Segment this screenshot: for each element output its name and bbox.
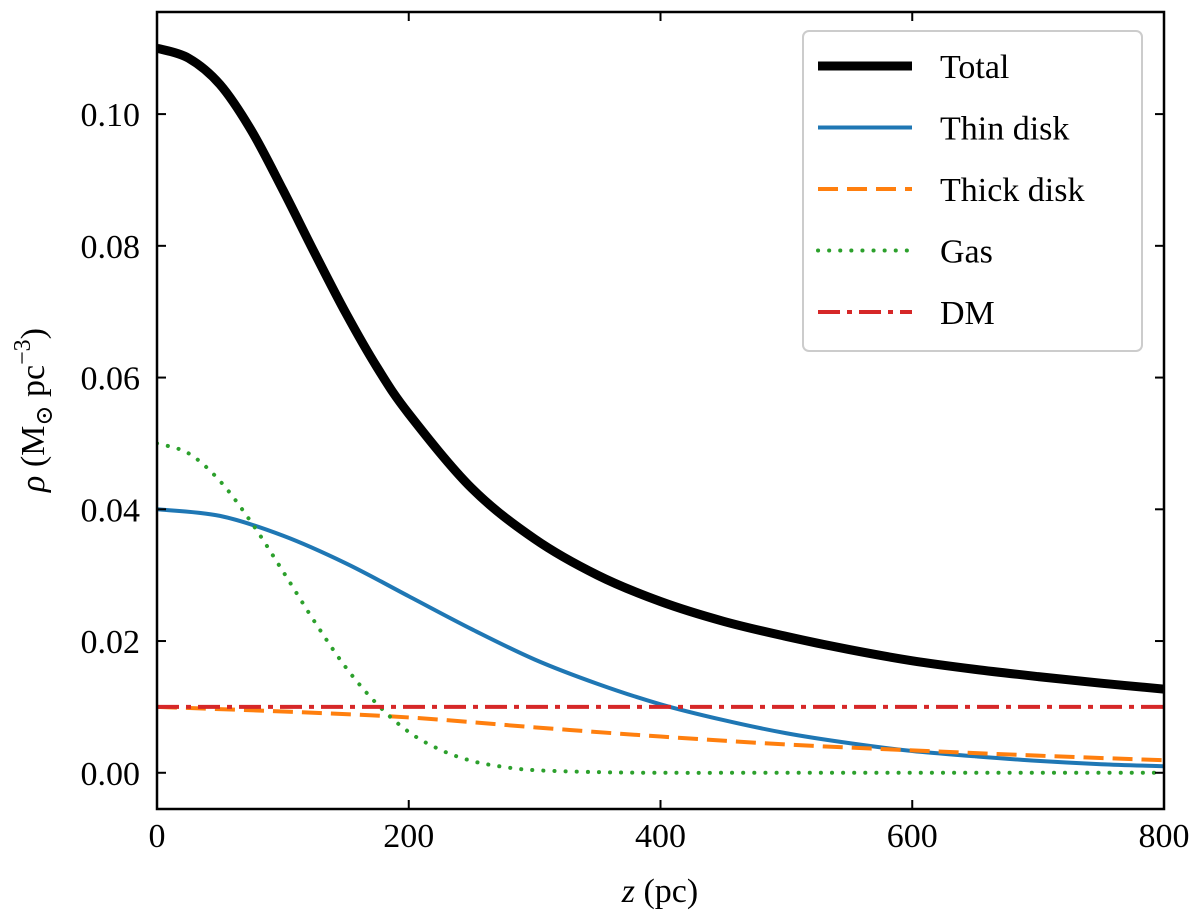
x-axis-label: z (pc) bbox=[621, 873, 698, 910]
legend-label-gas: Gas bbox=[940, 234, 993, 271]
y-tick-label: 0.06 bbox=[81, 361, 141, 398]
x-tick-label: 0 bbox=[149, 818, 166, 855]
series-line-thin-disk bbox=[157, 507, 1164, 769]
legend-box bbox=[802, 30, 1143, 352]
x-tick-label: 400 bbox=[635, 818, 686, 855]
legend-label-thin-disk: Thin disk bbox=[940, 111, 1069, 148]
y-tick-label: 0.04 bbox=[81, 492, 141, 529]
x-tick-label: 800 bbox=[1139, 818, 1190, 855]
y-axis-label: ρ (M⊙ pc−3) bbox=[10, 328, 58, 493]
y-tick-label: 0.08 bbox=[81, 229, 141, 266]
x-tick-label: 600 bbox=[887, 818, 938, 855]
legend-label-total: Total bbox=[940, 49, 1009, 86]
y-tick-label: 0.10 bbox=[81, 97, 141, 134]
legend-label-thick-disk: Thick disk bbox=[940, 172, 1084, 209]
series-line-thick-disk bbox=[157, 704, 1164, 763]
plot-frame bbox=[155, 10, 1166, 811]
series-line-total bbox=[157, 43, 1164, 694]
legend-label-dm: DM bbox=[940, 295, 995, 332]
y-tick-label: 0.02 bbox=[81, 624, 141, 661]
x-tick-label: 200 bbox=[383, 818, 434, 855]
series-line-gas bbox=[157, 441, 1164, 775]
y-tick-label: 0.00 bbox=[81, 756, 141, 793]
legend: Total Thin disk Thick disk Gas DM bbox=[802, 30, 1143, 352]
